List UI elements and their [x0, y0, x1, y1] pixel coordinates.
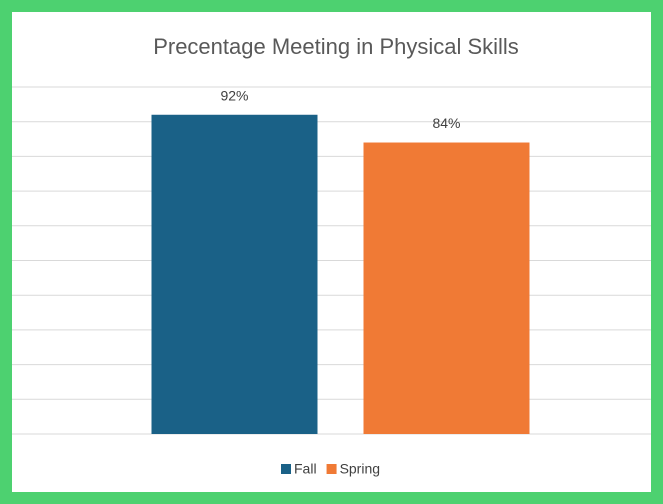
legend-label: Spring [340, 461, 380, 477]
legend-swatch [326, 464, 337, 474]
legend-label: Fall [294, 461, 317, 477]
chart-area [12, 12, 651, 492]
data-label: 84% [432, 115, 460, 131]
legend-swatch [281, 464, 291, 474]
bar [363, 142, 530, 434]
chart-title: Precentage Meeting in Physical Skills [153, 34, 519, 59]
bar [151, 114, 318, 434]
data-label: 92% [220, 87, 248, 103]
